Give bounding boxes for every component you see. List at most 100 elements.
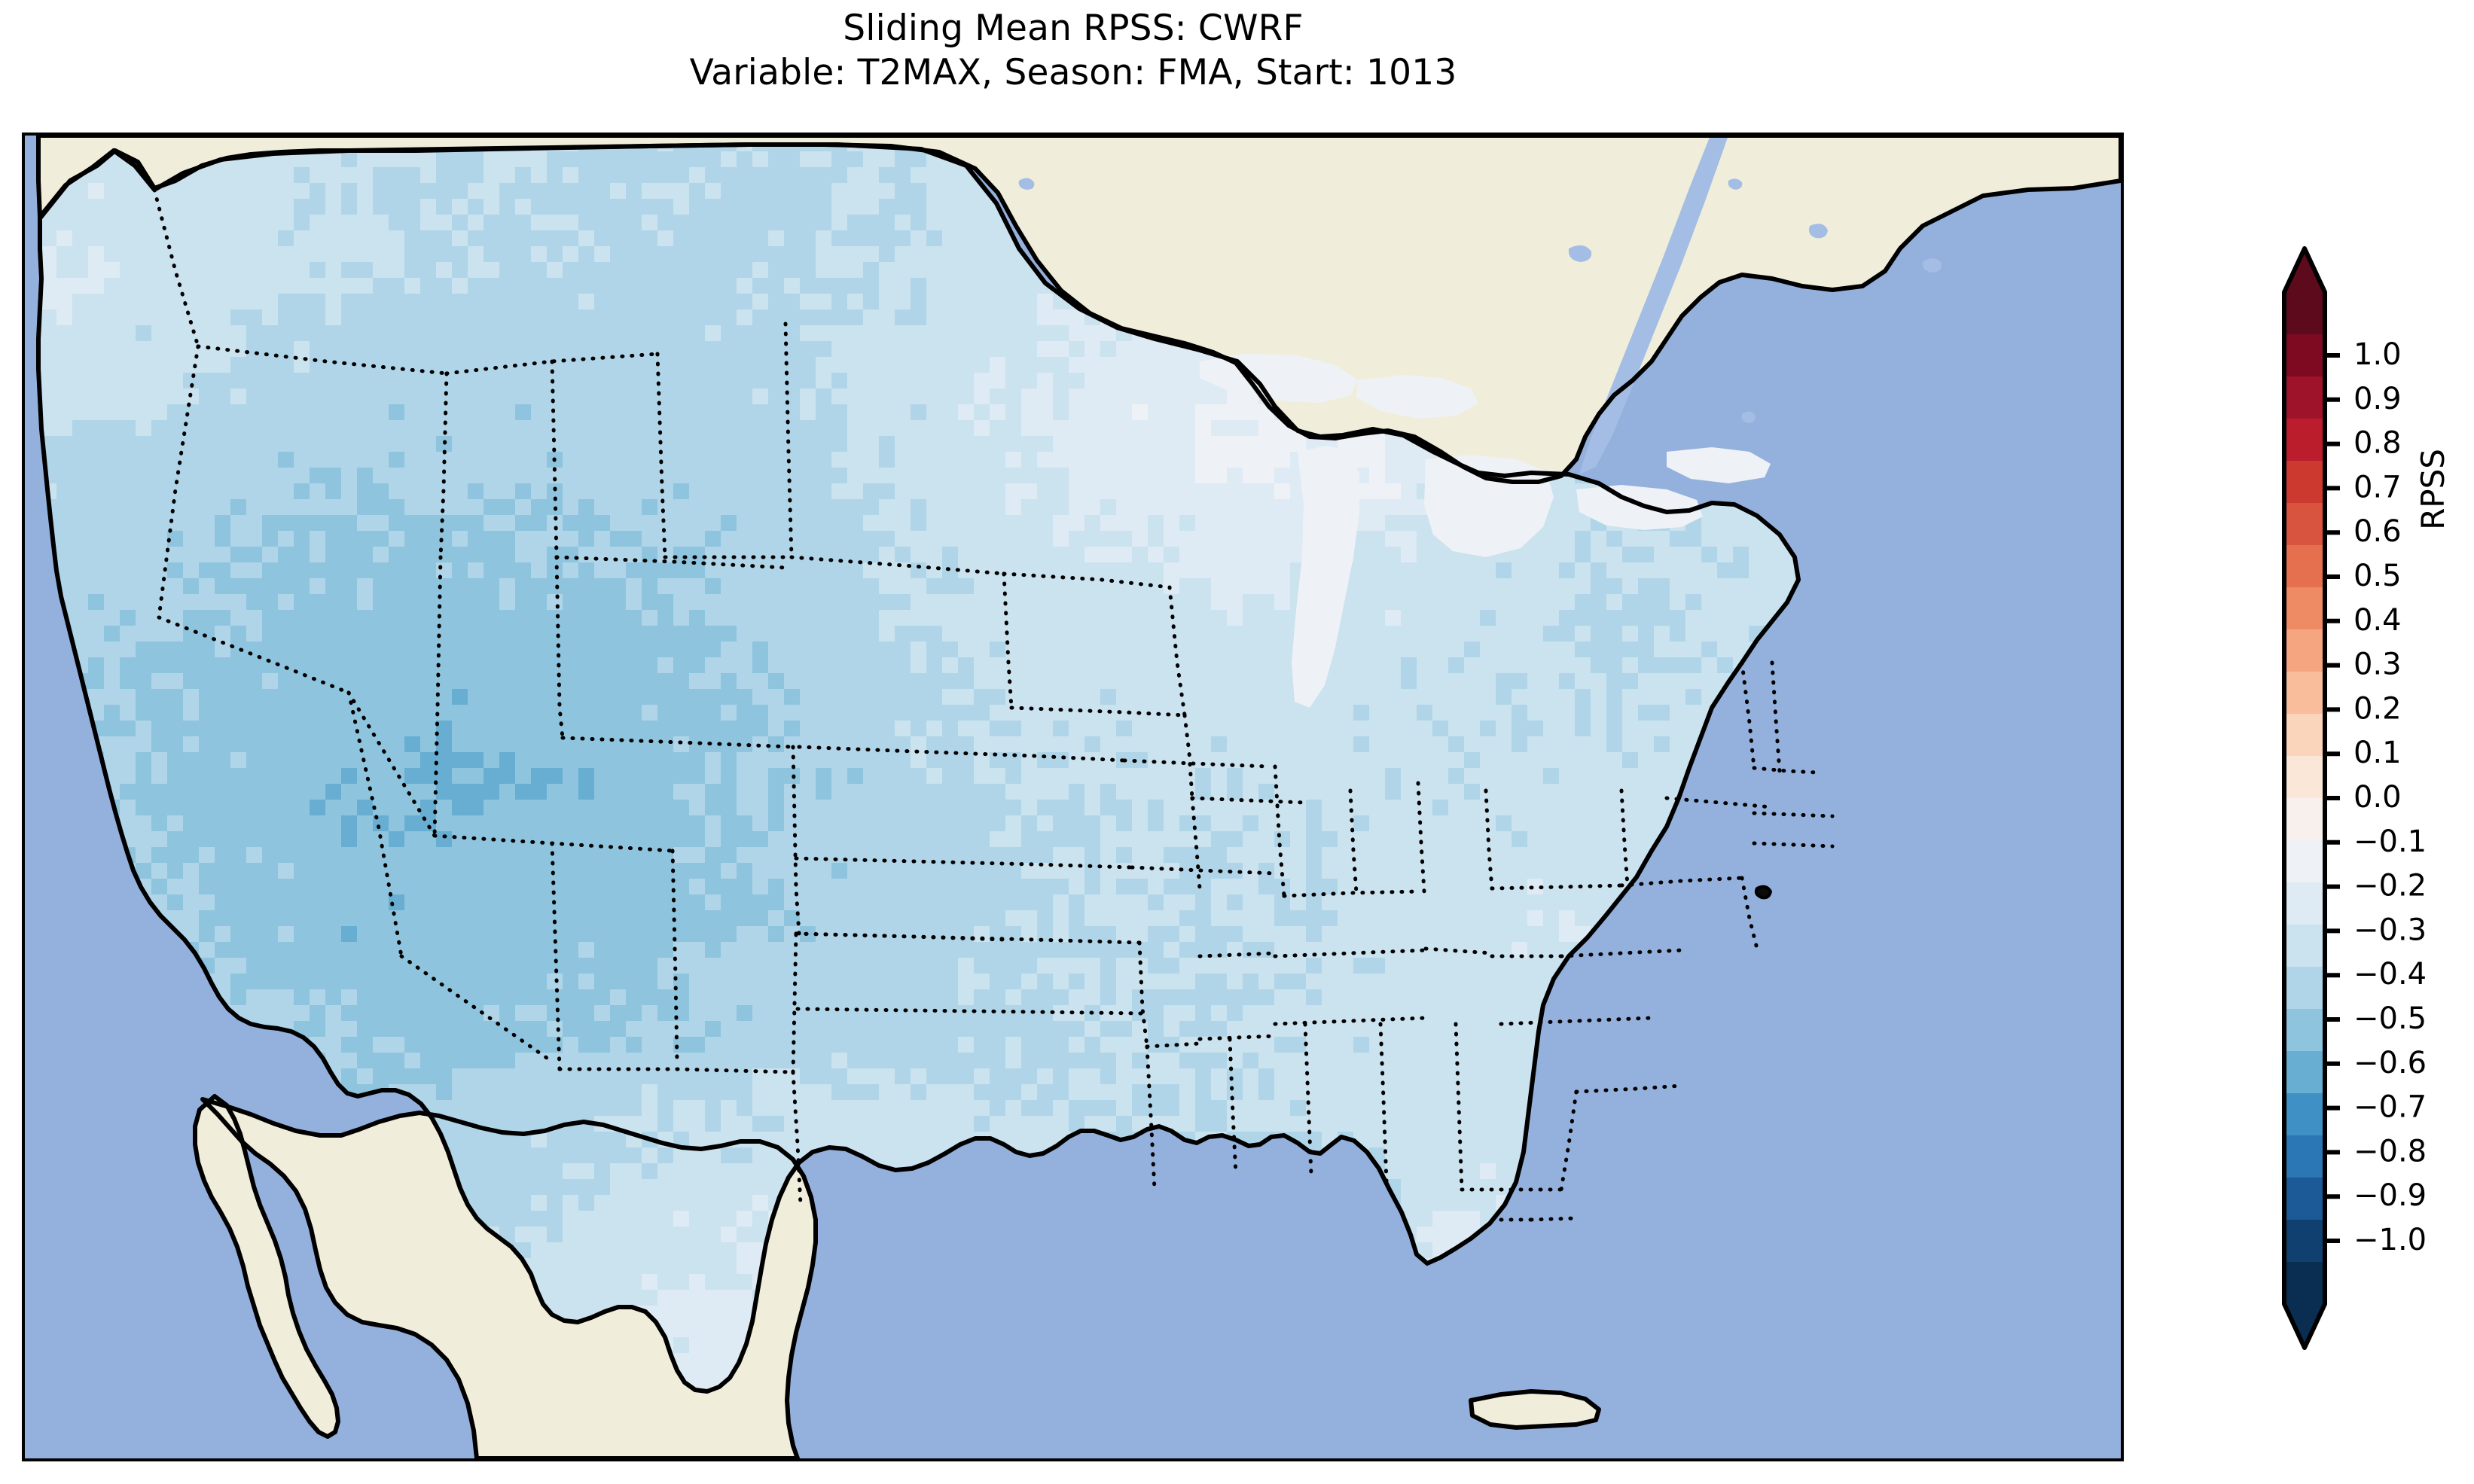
rpss-grid-cell [1654,594,1670,611]
rpss-grid-cell [657,515,674,532]
rpss-grid-cell [215,325,231,342]
rpss-grid-cell [183,641,200,658]
inland-lake [1741,411,1756,423]
rpss-grid-cell [578,199,595,215]
rpss-grid-cell [831,420,848,437]
rpss-grid-cell [594,294,611,310]
rpss-grid-cell [1195,420,1212,437]
rpss-grid-cell [847,294,864,310]
rpss-grid-cell [942,515,959,532]
rpss-grid-cell [1480,562,1496,579]
rpss-grid-cell [895,626,911,642]
rpss-grid-cell [942,167,959,184]
rpss-grid-cell [705,657,721,674]
rpss-grid-cell [942,689,959,705]
rpss-grid-cell [752,626,769,642]
rpss-grid-cell [1464,673,1481,690]
rpss-grid-cell [215,262,231,279]
rpss-grid-cell [1591,578,1607,595]
rpss-grid-cell [1559,594,1576,611]
rpss-grid-cell [230,246,247,263]
rpss-grid-cell [895,578,911,595]
rpss-grid-cell [626,626,642,642]
rpss-grid-cell [990,294,1006,310]
rpss-grid-cell [515,499,532,516]
rpss-grid-cell [1353,610,1370,626]
rpss-grid-cell [1274,673,1291,690]
rpss-grid-cell [294,515,310,532]
rpss-grid-cell [926,404,943,421]
rpss-grid-cell [404,420,421,437]
rpss-grid-cell [626,657,642,674]
rpss-grid-cell [1053,705,1069,721]
rpss-grid-cell [404,389,421,405]
rpss-grid-cell [151,389,168,405]
rpss-grid-cell [310,531,326,547]
rpss-grid-cell [1084,452,1101,468]
rpss-grid-cell [705,389,721,405]
rpss-grid-cell [515,610,532,626]
rpss-grid-cell [325,420,342,437]
rpss-grid-cell [325,689,342,705]
rpss-grid-cell [373,705,389,721]
rpss-grid-cell [721,705,737,721]
rpss-grid-cell [721,420,737,437]
rpss-grid-cell [341,705,358,721]
rpss-grid-cell [151,309,168,326]
rpss-grid-cell [1211,626,1228,642]
rpss-grid-cell [484,547,500,563]
rpss-grid-cell [657,357,674,373]
rpss-grid-cell [911,531,927,547]
rpss-grid-cell [56,278,73,294]
rpss-grid-cell [768,673,785,690]
rpss-grid-cell [1243,626,1259,642]
rpss-grid-cell [578,167,595,184]
rpss-grid-cell [1084,531,1101,547]
rpss-grid-cell [56,246,73,263]
rpss-grid-cell [1211,420,1228,437]
rpss-grid-cell [1037,420,1054,437]
rpss-grid-cell [230,278,247,294]
rpss-grid-cell [990,420,1006,437]
rpss-grid-cell [468,309,484,326]
rpss-grid-cell [136,594,152,611]
rpss-grid-cell [199,294,215,310]
landmass [195,1096,338,1437]
rpss-grid-cell [246,404,263,421]
rpss-grid-cell [1274,436,1291,453]
rpss-grid-cell [673,531,690,547]
rpss-grid-cell [215,657,231,674]
rpss-grid-cell [768,420,785,437]
rpss-grid-cell [768,145,785,152]
rpss-grid-cell [610,341,627,358]
rpss-grid-cell [1227,483,1243,500]
rpss-grid-cell [104,547,120,563]
rpss-grid-cell [689,721,706,737]
rpss-grid-cell [1701,547,1718,563]
rpss-grid-cell [911,436,927,453]
rpss-grid-cell [246,499,263,516]
rpss-grid-cell [404,404,421,421]
rpss-grid-cell [436,167,453,184]
rpss-grid-cell [1369,499,1386,516]
rpss-grid-cell [942,246,959,263]
rpss-grid-cell [373,594,389,611]
rpss-grid-cell [1496,610,1512,626]
rpss-grid-cell [752,199,769,215]
rpss-grid-cell [1258,436,1275,453]
rpss-grid-cell [151,626,168,642]
rpss-grid-cell [926,483,943,500]
rpss-grid-cell [499,689,516,705]
rpss-grid-cell [768,436,785,453]
rpss-grid-cell [816,183,832,200]
rpss-grid-cell [626,610,642,626]
rpss-grid-cell [1132,483,1149,500]
rpss-grid-cell [1021,531,1038,547]
rpss-grid-cell [278,278,294,294]
rpss-grid-cell [800,610,816,626]
rpss-grid-cell [752,373,769,389]
rpss-grid-cell [847,151,864,168]
rpss-grid-cell [56,452,73,468]
rpss-grid-cell [1670,578,1686,595]
rpss-grid-cell [1053,389,1069,405]
